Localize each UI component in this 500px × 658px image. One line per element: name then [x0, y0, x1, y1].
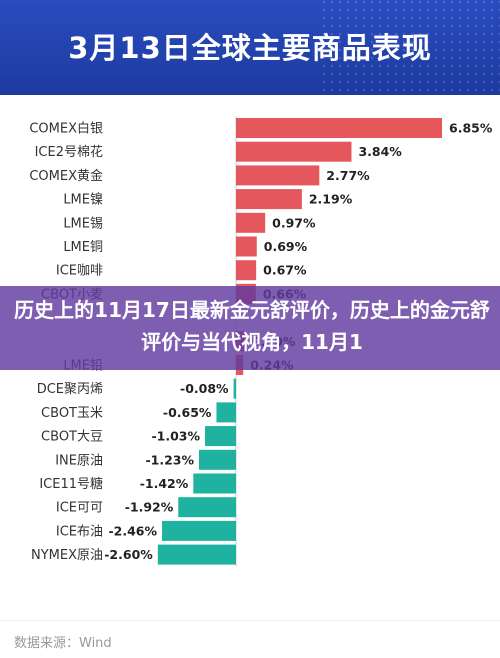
chart-title: 3月13日全球主要商品表现 [68, 31, 432, 65]
category-label: ICE11号糖 [39, 476, 103, 492]
bar [236, 141, 352, 162]
value-label: -1.92% [125, 500, 174, 515]
category-label: ICE2号棉花 [35, 144, 103, 160]
category-label: LME铜 [63, 240, 103, 255]
bar [236, 260, 257, 281]
chart-header: 3月13日全球主要商品表现 [0, 0, 500, 95]
category-label: INE原油 [55, 453, 103, 468]
bar [236, 236, 257, 257]
category-label: COMEX黄金 [29, 168, 103, 184]
bar [157, 544, 236, 565]
value-label: 0.69% [264, 239, 308, 254]
value-label: -1.42% [140, 476, 189, 491]
category-label: LME锡 [63, 216, 103, 231]
bar [205, 426, 236, 447]
category-label: ICE咖啡 [56, 264, 103, 279]
value-label: 0.67% [263, 263, 307, 278]
bar [193, 473, 236, 494]
bar [216, 402, 236, 423]
value-label: 2.19% [309, 192, 353, 207]
category-label: CBOT大豆 [41, 430, 103, 445]
bar [236, 118, 442, 138]
header-dot-pattern [320, 0, 500, 95]
headline-overlay: 历史上的11月17日最新金元舒评价，历史上的金元舒评价与当代视角，11月1 [0, 286, 500, 370]
value-label: -1.23% [145, 452, 194, 467]
value-label: 2.77% [326, 168, 370, 183]
value-label: -2.46% [108, 523, 157, 538]
bar [162, 520, 236, 541]
category-label: ICE可可 [56, 501, 103, 516]
category-label: CBOT玉米 [41, 406, 103, 421]
value-label: -0.08% [180, 381, 229, 396]
value-label: 0.97% [272, 215, 316, 230]
bar [199, 449, 236, 470]
value-label: 6.85% [449, 121, 493, 136]
bar [236, 189, 302, 210]
category-label: ICE布油 [56, 524, 103, 539]
bar [178, 497, 236, 518]
footer-divider [0, 620, 500, 621]
data-source: 数据来源：Wind [14, 636, 112, 651]
bar [236, 212, 266, 233]
value-label: -2.60% [104, 547, 153, 562]
category-label: NYMEX原油 [31, 548, 103, 563]
category-label: DCE聚丙烯 [37, 382, 103, 397]
category-label: LME镍 [63, 193, 103, 208]
value-label: 3.84% [358, 144, 402, 159]
value-label: -0.65% [163, 405, 212, 420]
bar [236, 165, 320, 186]
value-label: -1.03% [151, 429, 200, 444]
bar-chart: COMEX白银 6.85% ICE2号棉花 3.84% COMEX黄金 2.77% LME镍… [29, 116, 493, 567]
category-label: COMEX白银 [29, 121, 103, 137]
headline-text: 历史上的11月17日最新金元舒评价，历史上的金元舒评价与当代视角，11月1 [14, 298, 490, 354]
bar [233, 378, 236, 399]
